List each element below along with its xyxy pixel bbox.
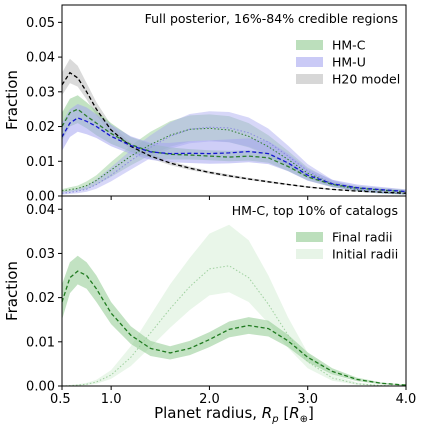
bottom-ytick-label: 0.03 [26,247,55,262]
xtick-label: 3.0 [297,392,318,407]
top-legend-swatch [296,40,323,50]
bottom-legend-label: Final radii [332,230,392,245]
x-axis-label: Planet radius, Rp [R⊕] [154,404,314,425]
top-legend-swatch [296,57,323,67]
top-legend-swatch [296,74,323,84]
bottom-legend-swatch [296,249,323,259]
bottom-panel-lines [61,265,407,387]
top-panel-lines [61,71,407,195]
top-legend-label: HM-U [332,55,366,70]
bottom-median-line-initial-radii [61,265,407,387]
bottom-panel-bands [62,224,406,386]
top-ytick-label: 0.01 [26,155,55,170]
bottom-ytick-label: 0.01 [26,335,55,350]
bottom-panel-legend: Final radii Initial radii [296,230,398,262]
top-band-hm-u [62,104,406,194]
bottom-ytick-label: 0.02 [26,291,55,306]
bottom-panel-ylabel: Fraction [3,261,21,321]
top-ytick-label: 0.05 [26,16,55,31]
bottom-panel-frame [61,195,407,387]
top-panel-legend: HM-C HM-U H20 model [296,38,400,87]
top-ytick-label: 0.00 [26,190,55,205]
top-ytick-label: 0.02 [26,120,55,135]
top-panel-y-axis: 0.00 0.01 0.02 0.03 0.04 0.05 [26,16,62,205]
top-ytick-label: 0.03 [26,85,55,100]
bottom-ytick-label: 0.00 [26,380,55,395]
top-median-line-h20-model [61,71,407,194]
bottom-ytick-label: 0.04 [26,203,55,218]
xtick-label: 0.5 [50,392,71,407]
xtick-label: 4.0 [396,392,417,407]
top-faint-line-1 [61,126,407,195]
top-ytick-label: 0.04 [26,51,55,66]
xtick-label: 2.0 [199,392,220,407]
top-legend-label: HM-C [332,38,366,53]
bottom-band-final-radii [62,255,406,386]
top-median-line-hm-c [61,108,407,193]
x-axis: 0.5 1.0 2.0 3.0 4.0 [50,196,416,407]
xtick-label: 1.0 [101,392,122,407]
bottom-panel-title: HM-C, top 10% of catalogs [232,203,398,218]
top-panel-ylabel: Fraction [3,70,21,130]
top-faint-band-1 [62,111,406,195]
top-panel-title: Full posterior, 16%-84% credible regions [145,11,398,26]
bottom-panel-y-axis: 0.00 0.01 0.02 0.03 0.04 [26,203,62,395]
top-legend-label: H20 model [332,72,400,87]
bottom-legend-swatch [296,232,323,242]
bottom-median-line-final-radii [61,270,407,386]
bottom-legend-label: Initial radii [332,247,398,262]
